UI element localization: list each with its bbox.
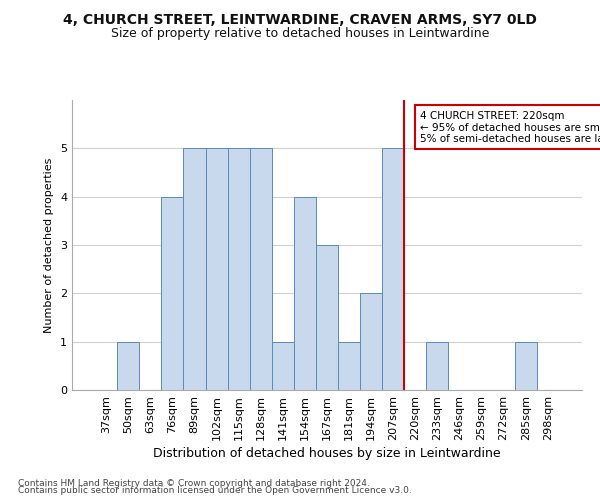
Bar [206,148,227,390]
Bar [382,148,404,390]
Bar [294,196,316,390]
X-axis label: Distribution of detached houses by size in Leintwardine: Distribution of detached houses by size … [153,447,501,460]
Bar [360,294,382,390]
Text: 4 CHURCH STREET: 220sqm
← 95% of detached houses are smaller (41)
5% of semi-det: 4 CHURCH STREET: 220sqm ← 95% of detache… [420,110,600,144]
Bar [515,342,537,390]
Y-axis label: Number of detached properties: Number of detached properties [44,158,55,332]
Text: 4, CHURCH STREET, LEINTWARDINE, CRAVEN ARMS, SY7 0LD: 4, CHURCH STREET, LEINTWARDINE, CRAVEN A… [63,12,537,26]
Bar [427,342,448,390]
Bar [272,342,294,390]
Bar [338,342,360,390]
Text: Size of property relative to detached houses in Leintwardine: Size of property relative to detached ho… [111,28,489,40]
Bar [117,342,139,390]
Text: Contains public sector information licensed under the Open Government Licence v3: Contains public sector information licen… [18,486,412,495]
Text: Contains HM Land Registry data © Crown copyright and database right 2024.: Contains HM Land Registry data © Crown c… [18,478,370,488]
Bar [316,245,338,390]
Bar [227,148,250,390]
Bar [250,148,272,390]
Bar [184,148,206,390]
Bar [161,196,184,390]
